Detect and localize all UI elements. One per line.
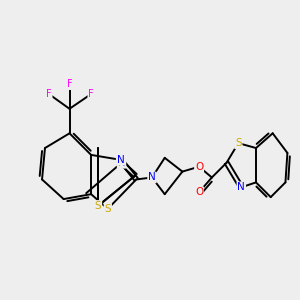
Text: O: O [195,162,203,172]
Text: N: N [148,172,156,182]
Text: N: N [117,155,124,165]
Text: F: F [46,89,52,99]
Text: S: S [104,204,111,214]
Text: S: S [95,201,101,211]
Text: F: F [88,89,94,99]
Text: S: S [235,138,242,148]
Text: N: N [118,158,125,168]
Text: N: N [237,182,245,192]
Text: O: O [195,187,203,197]
Text: F: F [67,79,72,89]
